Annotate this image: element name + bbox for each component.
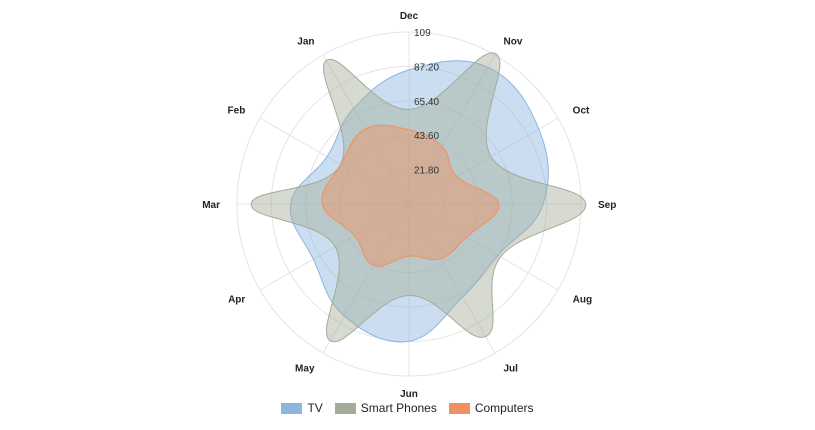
axis-label-nov: Nov <box>504 36 523 47</box>
grid-spoke <box>322 203 410 354</box>
grid-spoke <box>408 203 496 354</box>
axis-label-jul: Jul <box>504 364 519 375</box>
axis-label-jan: Jan <box>297 36 314 47</box>
legend-item-tv[interactable]: TV <box>281 401 323 415</box>
series-area-computers[interactable] <box>321 124 500 267</box>
grid-spoke <box>408 117 559 205</box>
legend-label-smart-phones: Smart Phones <box>360 401 437 415</box>
axis-label-aug: Aug <box>573 295 592 306</box>
legend-item-computers[interactable]: Computers <box>448 401 534 415</box>
radar-series-layer <box>250 52 587 343</box>
radar-axis-labels: Dec Nov Oct Sep Aug Jul Jun May Apr Mar Feb Jan <box>202 11 616 400</box>
axis-label-sep: Sep <box>598 200 616 211</box>
tick-label: 109 <box>414 28 431 39</box>
radar-tick-labels: 109 87.20 65.40 43.60 21.80 <box>414 28 439 177</box>
grid-spoke <box>322 54 410 205</box>
grid-spoke <box>408 203 559 291</box>
legend-item-smart-phones[interactable]: Smart Phones <box>334 401 437 415</box>
axis-label-may: May <box>295 364 315 375</box>
axis-label-oct: Oct <box>573 106 590 117</box>
tick-label: 65.40 <box>414 97 439 108</box>
axis-label-mar: Mar <box>202 200 220 211</box>
grid-spoke <box>259 117 410 205</box>
grid-spoke <box>259 203 410 291</box>
tick-label: 21.80 <box>414 166 439 177</box>
axis-label-dec: Dec <box>400 11 419 22</box>
series-area-tv[interactable] <box>289 60 549 343</box>
legend-label-computers: Computers <box>474 401 534 415</box>
legend-label-tv: TV <box>307 401 323 415</box>
radar-plot-area: 109 87.20 65.40 43.60 21.80 Dec Nov Oct Sep Aug J… <box>202 11 616 400</box>
axis-label-apr: Apr <box>228 295 245 306</box>
axis-label-jun: Jun <box>400 389 418 400</box>
tick-label: 43.60 <box>414 131 439 142</box>
legend: TV Smart Phones Computers <box>0 401 815 415</box>
axis-label-feb: Feb <box>228 106 246 117</box>
legend-swatch-tv <box>281 402 303 414</box>
legend-swatch-smart-phones <box>334 402 356 414</box>
grid-spoke <box>408 54 496 205</box>
tick-label: 87.20 <box>414 62 439 73</box>
radar-grid <box>236 31 582 377</box>
legend-swatch-computers <box>448 402 470 414</box>
